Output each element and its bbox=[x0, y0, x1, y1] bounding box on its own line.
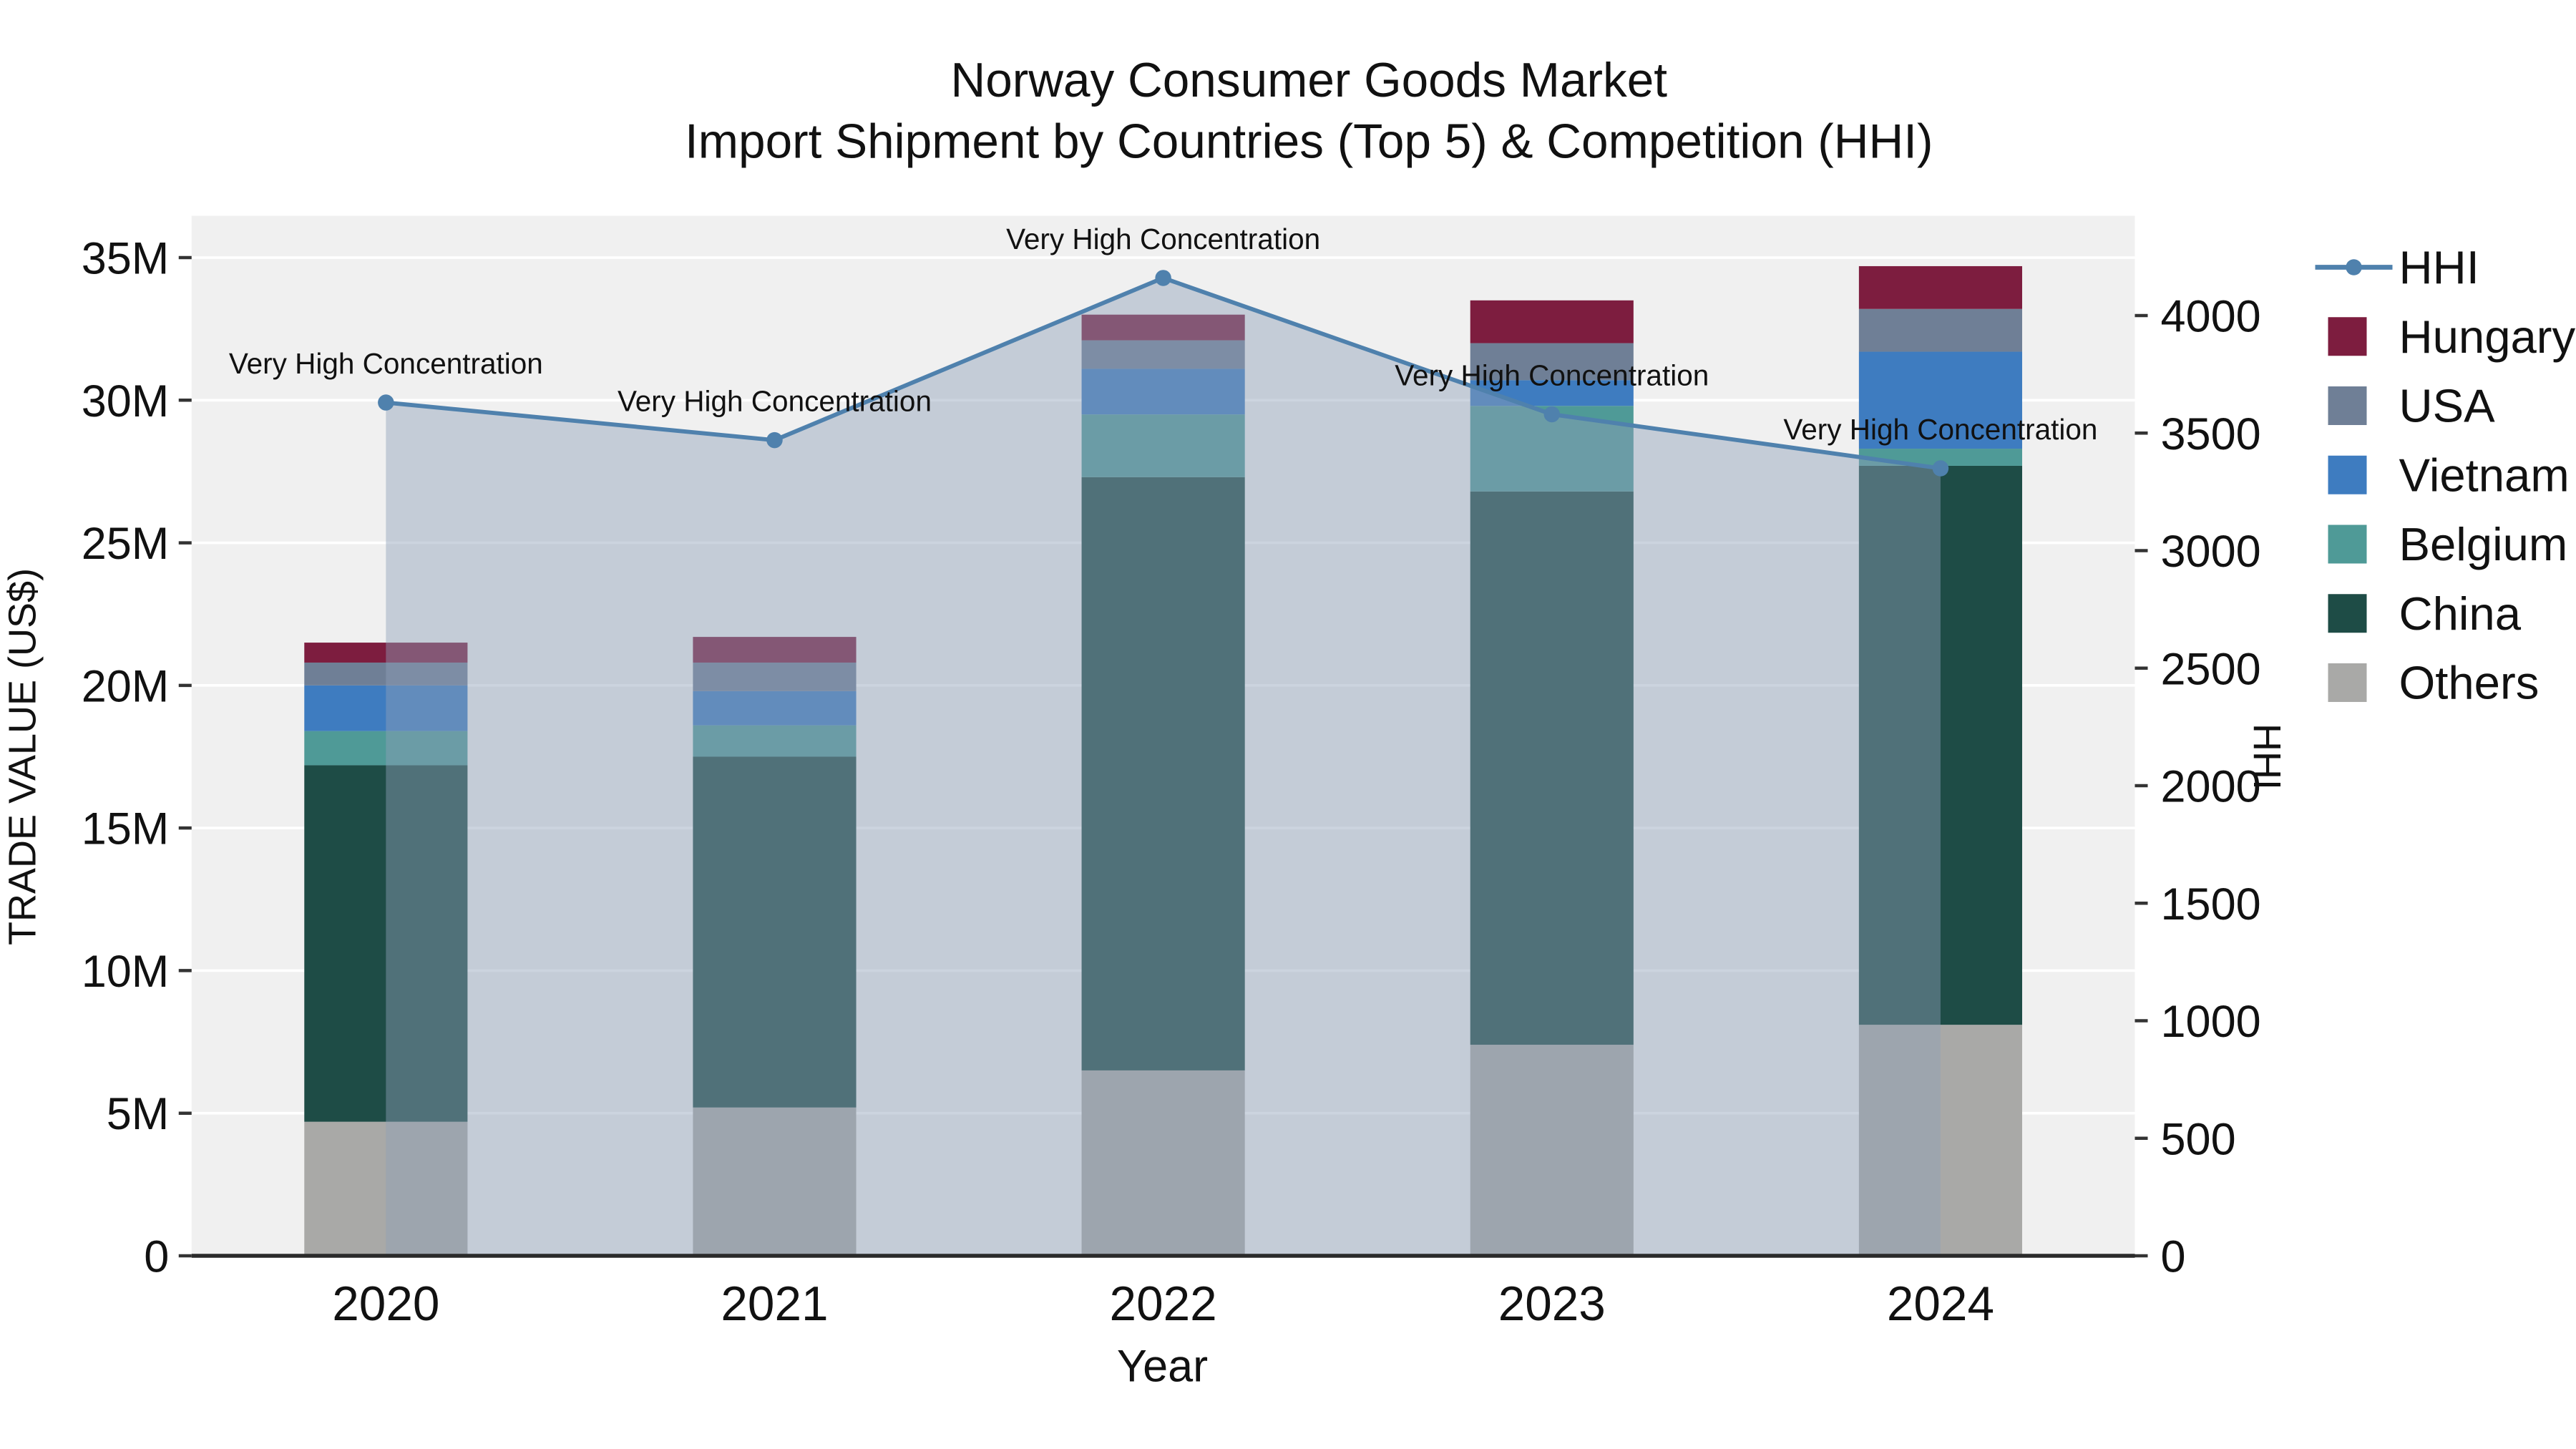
annotation-2023: Very High Concentration bbox=[1395, 358, 1709, 391]
legend-swatch bbox=[2328, 594, 2367, 633]
bar-segment-2021-usa bbox=[693, 662, 857, 691]
bar-segment-2021-belgium bbox=[693, 725, 857, 757]
legend-label: Others bbox=[2399, 657, 2540, 709]
bar-segment-2022-vietnam bbox=[1081, 369, 1245, 415]
right-axis-title: HHI bbox=[2245, 723, 2288, 790]
right-tick-label: 3000 bbox=[2161, 527, 2261, 577]
left-tick-label: 35M bbox=[82, 234, 170, 284]
chart-title-line2: Import Shipment by Countries (Top 5) & C… bbox=[685, 115, 1933, 169]
right-tick-label: 1000 bbox=[2161, 997, 2261, 1047]
left-tick-label: 30M bbox=[82, 376, 170, 426]
left-tick-label: 10M bbox=[82, 947, 170, 997]
bar-segment-2022-hungary bbox=[1081, 314, 1245, 341]
bar-segment-2021-china bbox=[693, 756, 857, 1108]
bar-segment-2023-hungary bbox=[1470, 300, 1634, 343]
bar-segment-2021-others bbox=[693, 1107, 857, 1256]
x-tick-label-2023: 2023 bbox=[1498, 1277, 1606, 1331]
x-tick-label-2021: 2021 bbox=[721, 1277, 828, 1331]
plot-layers: 0 5M 10M 15M 20M 25M 30M 35M 0 500 1000 1500 2000 250… bbox=[82, 215, 2261, 1331]
bar-segment-2024-china bbox=[1858, 465, 2022, 1025]
hhi-area bbox=[386, 278, 1941, 1257]
bar-segment-2021-hungary bbox=[693, 637, 857, 663]
legend-label: China bbox=[2399, 587, 2522, 640]
legend-marker-sample bbox=[2346, 259, 2362, 275]
hhi-marker-2021 bbox=[766, 431, 783, 449]
right-tick-label: 3500 bbox=[2161, 409, 2261, 459]
right-tick-label: 4000 bbox=[2161, 292, 2261, 342]
bar-segment-2020-belgium bbox=[304, 731, 468, 766]
legend-swatch bbox=[2328, 455, 2367, 494]
annotation-2021: Very High Concentration bbox=[618, 385, 932, 418]
bar-segment-2022-china bbox=[1081, 477, 1245, 1070]
bar-segment-2024-vietnam bbox=[1858, 351, 2022, 449]
hhi-marker-2023 bbox=[1543, 406, 1561, 423]
left-tick-label: 5M bbox=[107, 1089, 170, 1139]
annotation-2020: Very High Concentration bbox=[229, 347, 543, 380]
bar-segment-2021-vietnam bbox=[693, 691, 857, 726]
legend-label: HHI bbox=[2399, 241, 2479, 293]
bar-segment-2023-china bbox=[1470, 491, 1634, 1045]
left-axis-title: TRADE VALUE (US$) bbox=[1, 568, 44, 945]
legend-swatch bbox=[2328, 525, 2367, 564]
annotation-legend-layer: Very High Concentration Very High Concent… bbox=[229, 223, 2576, 709]
left-tick-label: 15M bbox=[82, 804, 170, 854]
right-tick-label: 1500 bbox=[2161, 879, 2261, 930]
legend-label: Belgium bbox=[2399, 518, 2568, 570]
x-tick-label-2022: 2022 bbox=[1110, 1277, 1217, 1331]
left-tick-label: 25M bbox=[82, 519, 170, 569]
legend-item-vietnam[interactable]: Vietnam bbox=[2328, 449, 2570, 501]
bar-segment-2022-usa bbox=[1081, 340, 1245, 369]
chart-title-line1: Norway Consumer Goods Market bbox=[950, 54, 1667, 107]
legend-label: Hungary bbox=[2399, 311, 2576, 363]
right-tick-label: 500 bbox=[2161, 1114, 2236, 1164]
bar-segment-2020-others bbox=[304, 1121, 468, 1256]
legend-swatch bbox=[2328, 386, 2367, 425]
bar-segment-2024-hungary bbox=[1858, 265, 2022, 309]
legend-item-others[interactable]: Others bbox=[2328, 657, 2540, 709]
x-tick-label-2020: 2020 bbox=[332, 1277, 439, 1331]
legend-label: USA bbox=[2399, 380, 2496, 432]
right-tick-label: 0 bbox=[2161, 1232, 2186, 1282]
bar-segment-2020-vietnam bbox=[304, 685, 468, 731]
hhi-marker-2022 bbox=[1155, 270, 1171, 286]
left-tick-label: 0 bbox=[144, 1232, 169, 1282]
legend-swatch bbox=[2328, 663, 2367, 702]
bar-segment-2024-usa bbox=[1858, 308, 2022, 352]
bar-segment-2022-others bbox=[1081, 1070, 1245, 1256]
legend-item-usa[interactable]: USA bbox=[2328, 380, 2496, 432]
legend-item-china[interactable]: China bbox=[2328, 587, 2522, 640]
x-axis-title: Year bbox=[1117, 1342, 1208, 1392]
bar-segment-2023-others bbox=[1470, 1045, 1634, 1256]
left-tick-label: 20M bbox=[82, 661, 170, 711]
bar-segment-2024-others bbox=[1858, 1025, 2022, 1256]
x-tick-label-2024: 2024 bbox=[1887, 1277, 1994, 1331]
bar-segment-2020-china bbox=[304, 765, 468, 1122]
legend-label: Vietnam bbox=[2399, 449, 2570, 501]
annotation-2022: Very High Concentration bbox=[1006, 223, 1320, 255]
legend-swatch bbox=[2328, 317, 2367, 356]
legend-item-belgium[interactable]: Belgium bbox=[2328, 518, 2568, 570]
legend-item-hhi[interactable]: HHI bbox=[2315, 241, 2479, 293]
bar-segment-2020-usa bbox=[304, 662, 468, 686]
bar-segment-2023-usa bbox=[1470, 343, 1634, 381]
legend-item-hungary[interactable]: Hungary bbox=[2328, 311, 2576, 363]
right-tick-label: 2000 bbox=[2161, 762, 2261, 812]
hhi-marker-2020 bbox=[378, 394, 394, 411]
bar-segment-2020-hungary bbox=[304, 643, 468, 663]
right-tick-label: 2500 bbox=[2161, 644, 2261, 694]
hhi-marker-2024 bbox=[1932, 460, 1949, 477]
bar-segment-2022-belgium bbox=[1081, 414, 1245, 477]
annotation-2024: Very High Concentration bbox=[1783, 413, 2097, 446]
